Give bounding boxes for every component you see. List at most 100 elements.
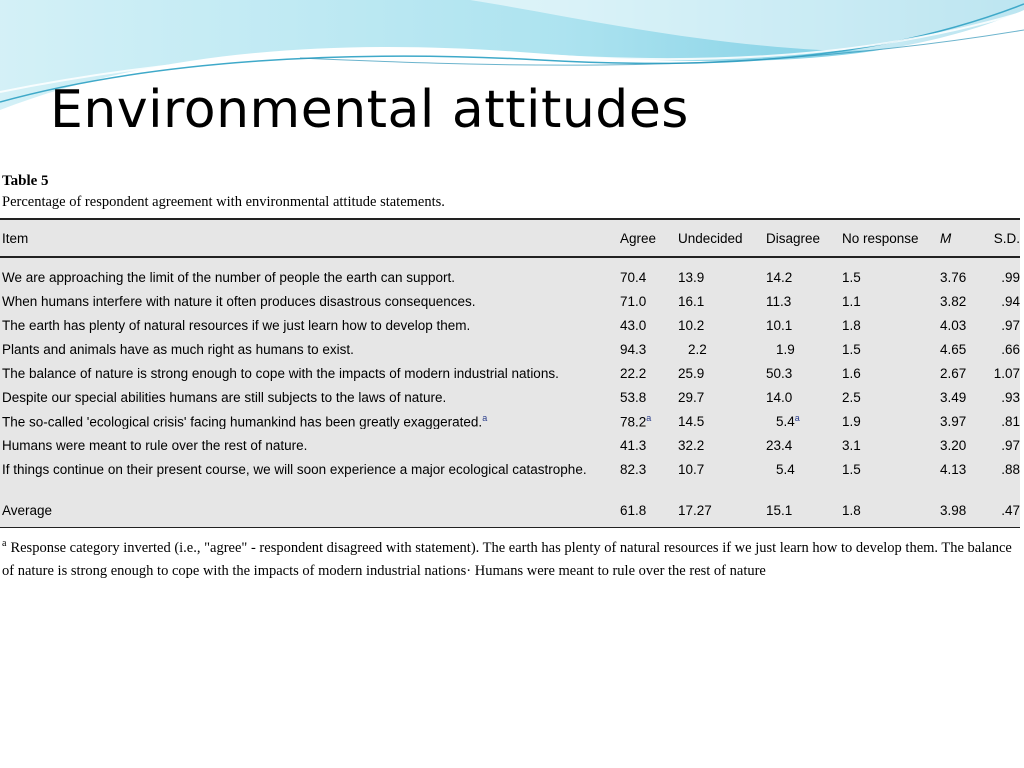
cell-undecided: 13.9 <box>678 269 705 285</box>
cell-agree-value: 78.2 <box>620 414 647 430</box>
cell-undecided: 17.27 <box>678 502 712 518</box>
cell-agree: 94.3 <box>620 341 647 357</box>
cell-agree: 22.2 <box>620 365 647 381</box>
header-disagree: Disagree <box>766 230 821 246</box>
cell-mean: 3.20 <box>940 437 967 453</box>
cell-disagree: 23.4 <box>766 437 793 453</box>
table-row: The earth has plenty of natural resource… <box>0 313 1020 337</box>
cell-no-response: 3.1 <box>842 437 861 453</box>
cell-item: Humans were meant to rule over the rest … <box>2 437 308 453</box>
footnote-marker: a <box>646 412 652 423</box>
cell-undecided: 10.7 <box>678 461 705 477</box>
cell-item: We are approaching the limit of the numb… <box>2 269 456 285</box>
cell-disagree: 15.1 <box>766 502 793 518</box>
cell-undecided: 32.2 <box>678 437 705 453</box>
table-row: If things continue on their present cour… <box>0 457 1020 481</box>
cell-agree: 78.2a <box>620 413 678 430</box>
cell-mean: 3.49 <box>940 389 967 405</box>
table-header-row: Item Agree Undecided Disagree No respons… <box>0 220 1020 258</box>
cell-no-response: 2.5 <box>842 389 861 405</box>
cell-undecided: 25.9 <box>678 365 705 381</box>
cell-sd: .88 <box>1001 461 1020 477</box>
cell-sd: .97 <box>1001 437 1020 453</box>
cell-mean: 3.82 <box>940 293 967 309</box>
cell-agree: 53.8 <box>620 389 647 405</box>
cell-mean: 2.67 <box>940 365 967 381</box>
cell-disagree: 11.3 <box>766 293 792 309</box>
cell-item: Plants and animals have as much right as… <box>2 341 354 357</box>
table-figure: Table 5 Percentage of respondent agreeme… <box>0 172 1020 583</box>
cell-item: Average <box>2 502 53 518</box>
cell-agree: 41.3 <box>620 437 647 453</box>
cell-disagree-value: 5.4 <box>776 461 795 477</box>
cell-mean: 4.65 <box>940 341 967 357</box>
cell-item: Despite our special abilities humans are… <box>2 389 447 405</box>
cell-disagree: 50.3 <box>766 365 793 381</box>
header-mean: M <box>940 230 952 246</box>
table-row: We are approaching the limit of the numb… <box>0 265 1020 289</box>
cell-sd: 1.07 <box>993 365 1020 381</box>
table-row: Humans were meant to rule over the rest … <box>0 433 1020 457</box>
cell-sd: .47 <box>1001 502 1020 518</box>
slide-title: Environmental attitudes <box>50 80 689 140</box>
cell-disagree: 14.0 <box>766 389 793 405</box>
cell-agree: 71.0 <box>620 293 647 309</box>
cell-sd: .81 <box>1001 413 1020 429</box>
data-table: Item Agree Undecided Disagree No respons… <box>0 218 1020 528</box>
cell-no-response: 1.8 <box>842 502 861 518</box>
cell-sd: .99 <box>1001 269 1020 285</box>
cell-mean: 4.03 <box>940 317 967 333</box>
footnote-marker: a <box>794 412 800 423</box>
header-sd: S.D. <box>993 230 1020 246</box>
cell-disagree-value: 1.9 <box>776 341 795 357</box>
cell-sd: .94 <box>1001 293 1020 309</box>
table-row: The so-called 'ecological crisis' facing… <box>0 409 1020 433</box>
header-no-response: No response <box>842 230 919 246</box>
table-average-row: Average 61.8 17.27 15.1 1.8 3.98 .47 <box>0 496 1020 524</box>
table-row: The balance of nature is strong enough t… <box>0 361 1020 385</box>
cell-item: If things continue on their present cour… <box>2 461 587 477</box>
footnote-marker: a <box>2 538 7 549</box>
cell-disagree: 14.2 <box>766 269 793 285</box>
cell-mean: 3.76 <box>940 269 967 285</box>
cell-no-response: 1.5 <box>842 269 861 285</box>
cell-undecided-value: 2.2 <box>688 341 707 357</box>
cell-disagree: 5.4a <box>766 413 842 430</box>
cell-item: The balance of nature is strong enough t… <box>2 365 559 381</box>
cell-no-response: 1.1 <box>842 293 861 309</box>
cell-undecided: 29.7 <box>678 389 705 405</box>
table-caption: Percentage of respondent agreement with … <box>2 194 445 210</box>
cell-disagree: 5.4 <box>766 462 842 477</box>
cell-sd: .66 <box>1001 341 1020 357</box>
header-undecided: Undecided <box>678 230 743 246</box>
cell-sd: .97 <box>1001 317 1020 333</box>
footnote-text: Response category inverted (i.e., "agree… <box>2 539 1012 579</box>
cell-agree: 43.0 <box>620 317 647 333</box>
cell-agree: 70.4 <box>620 269 647 285</box>
cell-agree: 61.8 <box>620 502 647 518</box>
cell-agree: 82.3 <box>620 461 647 477</box>
header-wave-decoration <box>0 0 1024 110</box>
table-footnote: a Response category inverted (i.e., "agre… <box>2 532 1020 583</box>
cell-mean: 3.97 <box>940 413 967 429</box>
cell-no-response: 1.5 <box>842 461 861 477</box>
cell-no-response: 1.6 <box>842 365 861 381</box>
cell-mean: 3.98 <box>940 502 967 518</box>
cell-item: When humans interfere with nature it oft… <box>2 293 476 309</box>
table-label: Table 5 <box>2 173 49 189</box>
cell-disagree: 10.1 <box>766 317 793 333</box>
table-row: When humans interfere with nature it oft… <box>0 289 1020 313</box>
cell-sd: .93 <box>1001 389 1020 405</box>
cell-undecided: 2.2 <box>678 342 766 357</box>
cell-no-response: 1.8 <box>842 317 861 333</box>
header-agree: Agree <box>620 230 657 246</box>
cell-item-text: The so-called 'ecological crisis' facing… <box>2 414 483 430</box>
table-row: Despite our special abilities humans are… <box>0 385 1020 409</box>
cell-item: The earth has plenty of natural resource… <box>2 317 471 333</box>
cell-undecided: 10.2 <box>678 317 705 333</box>
header-item: Item <box>2 230 29 246</box>
cell-no-response: 1.9 <box>842 413 861 429</box>
cell-mean: 4.13 <box>940 461 967 477</box>
table-row: Plants and animals have as much right as… <box>0 337 1020 361</box>
cell-item: The so-called 'ecological crisis' facing… <box>0 413 620 430</box>
